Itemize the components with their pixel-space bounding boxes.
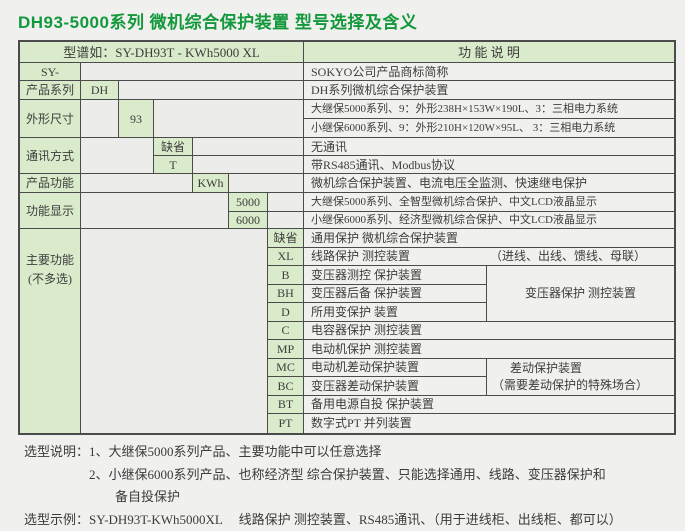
differential-line2: （需要差动保护的特殊场合） xyxy=(492,377,649,392)
code-cell-bt: BT xyxy=(268,395,304,414)
empty-cell xyxy=(81,63,304,81)
row-label-main-functions: 主要功能 (不多选) xyxy=(20,229,81,433)
description-cell-sy: SOKYO公司产品商标简称 xyxy=(304,63,674,81)
empty-cell xyxy=(119,81,304,100)
description-cell-b: 变压器测控 保护装置 xyxy=(304,266,487,285)
description-cell-pt: 数字式PT 并列装置 xyxy=(304,414,674,433)
model-selection-table: 型谱如：SY-DH93T - KWh5000 XL 功 能 说 明 SY- SO… xyxy=(18,40,676,435)
empty-cell xyxy=(229,174,304,193)
merged-cell-differential: 差动保护装置 （需要差动保护的特殊场合） xyxy=(487,358,674,396)
description-cell-bt: 备用电源自投 保护装置 xyxy=(304,395,674,414)
description-cell-no-comm: 无通讯 xyxy=(304,138,674,156)
row-label-comm: 通讯方式 xyxy=(20,138,81,174)
row-label-func: 产品功能 xyxy=(20,174,81,193)
note-line-1: 选型说明：1、大继保5000系列产品、主要功能中可以任意选择 xyxy=(24,441,674,464)
code-cell-pt: PT xyxy=(268,414,304,433)
differential-line1: 差动保护装置 xyxy=(510,360,583,375)
description-cell-general: 通用保护 微机综合保护装置 xyxy=(304,229,674,248)
code-cell-mc: MC xyxy=(268,358,304,377)
code-cell-bc: BC xyxy=(268,377,304,396)
empty-cell xyxy=(154,100,304,138)
code-cell-b: B xyxy=(268,266,304,285)
code-cell-comm-default: 缺省 xyxy=(154,138,193,156)
row-label-series: 产品系列 xyxy=(20,81,81,100)
empty-cell xyxy=(193,156,304,174)
code-cell-bh: BH xyxy=(268,284,304,303)
note-text-4: SY-DH93T-KWh5000XL 线路保护 测控装置、RS485通讯、（用于… xyxy=(89,511,622,527)
description-cell-size-6000: 小继保6000系列、9：外形210H×120W×95L、 3：三相电力系统 xyxy=(304,119,674,138)
code-cell-dh: DH xyxy=(81,81,119,100)
main-label-line2: (不多选) xyxy=(28,272,72,286)
header-function-cell: 功 能 说 明 xyxy=(304,42,674,63)
empty-cell xyxy=(193,138,304,156)
empty-cell xyxy=(81,174,193,193)
note-label-example: 选型示例： xyxy=(24,511,90,527)
description-cell-bh: 变压器后备 保护装置 xyxy=(304,284,487,303)
note-line-4: 选型示例：SY-DH93T-KWh5000XL 线路保护 测控装置、RS485通… xyxy=(24,509,674,531)
code-cell-5000: 5000 xyxy=(229,193,268,212)
empty-cell xyxy=(81,229,268,433)
empty-cell xyxy=(268,193,304,212)
description-cell-xl: 线路保护 测控装置 （进线、出线、馈线、母联） xyxy=(304,247,674,266)
note-line-2: 2、小继保6000系列产品、也称经济型 综合保护装置、只能选择通用、线路、变压器… xyxy=(89,464,674,487)
code-cell-kwh: KWh xyxy=(193,174,229,193)
xl-desc: 线路保护 测控装置 xyxy=(311,249,411,264)
description-cell-bc: 变压器差动保护装置 xyxy=(304,377,487,396)
description-cell-mc: 电动机差动保护装置 xyxy=(304,358,487,377)
row-label-display: 功能显示 xyxy=(20,193,81,229)
note-label-instructions: 选型说明： xyxy=(24,444,90,459)
description-cell-size-5000: 大继保5000系列、9：外形238H×153W×190L、3：三相电力系统 xyxy=(304,100,674,119)
description-cell-series: DH系列微机综合保护装置 xyxy=(304,81,674,100)
empty-cell xyxy=(268,212,304,229)
empty-cell xyxy=(81,100,119,138)
code-cell-xl: XL xyxy=(268,247,304,266)
note-line-3: 备自投保护 xyxy=(115,486,674,509)
note-text-2: 2、小继保6000系列产品、也称经济型 综合保护装置、只能选择通用、线路、变压器… xyxy=(89,466,606,482)
code-cell-d: D xyxy=(268,303,304,322)
header-spec-cell: 型谱如：SY-DH93T - KWh5000 XL xyxy=(20,42,304,63)
xl-note: （进线、出线、馈线、母联） xyxy=(490,249,647,264)
description-cell-d: 所用变保护 装置 xyxy=(304,303,487,322)
description-cell-mp: 电动机保护 测控装置 xyxy=(304,340,674,359)
description-cell-func: 微机综合保护装置、电流电压全监测、快速继电保护 xyxy=(304,174,674,193)
empty-cell xyxy=(81,193,229,229)
empty-cell xyxy=(81,138,154,174)
row-label-sy: SY- xyxy=(20,63,81,81)
note-text-3: 备自投保护 xyxy=(115,489,181,505)
code-cell-c: C xyxy=(268,321,304,340)
note-text-1: 1、大继保5000系列产品、主要功能中可以任意选择 xyxy=(89,444,382,459)
code-cell-main-default: 缺省 xyxy=(268,229,304,248)
description-cell-c: 电容器保护 测控装置 xyxy=(304,321,674,340)
code-cell-93: 93 xyxy=(119,100,154,138)
page-title: DH93-5000系列 微机综合保护装置 型号选择及含义 xyxy=(18,13,418,32)
description-cell-rs485: 带RS485通讯、Modbus协议 xyxy=(304,156,674,174)
code-cell-6000: 6000 xyxy=(229,212,268,229)
description-cell-5000: 大继保5000系列、全智型微机综合保护、中文LCD液晶显示 xyxy=(304,193,674,212)
merged-cell-transformer: 变压器保护 测控装置 xyxy=(487,266,674,322)
row-label-size: 外形尺寸 xyxy=(20,100,81,138)
code-cell-t: T xyxy=(154,156,193,174)
code-cell-mp: MP xyxy=(268,340,304,359)
description-cell-6000: 小继保6000系列、经济型微机综合保护、中文LCD液晶显示 xyxy=(304,212,674,229)
main-label-line1: 主要功能 xyxy=(25,253,74,267)
notes-section: 选型说明：1、大继保5000系列产品、主要功能中可以任意选择 2、小继保6000… xyxy=(24,441,674,531)
